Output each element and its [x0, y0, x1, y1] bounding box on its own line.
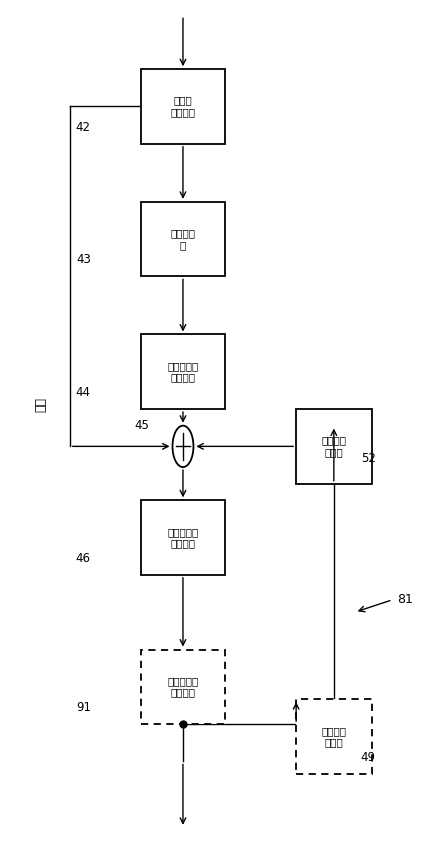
Text: 可変長
符号化部: 可変長 符号化部 — [171, 95, 195, 117]
FancyBboxPatch shape — [141, 69, 225, 144]
Text: フレーム
メモリ: フレーム メモリ — [321, 726, 346, 748]
FancyBboxPatch shape — [141, 649, 225, 724]
Text: 44: 44 — [76, 386, 91, 399]
Text: 42: 42 — [76, 121, 91, 134]
Text: 91: 91 — [76, 701, 91, 714]
Text: 逆量子化
部: 逆量子化 部 — [171, 228, 195, 250]
Text: 52: 52 — [361, 453, 376, 465]
Text: 適応ループ
フィルタ: 適応ループ フィルタ — [167, 676, 199, 698]
Text: 46: 46 — [76, 552, 91, 565]
FancyBboxPatch shape — [296, 409, 372, 484]
Text: 45: 45 — [135, 419, 149, 432]
Text: 逆直交変換
符号化部: 逆直交変換 符号化部 — [167, 361, 199, 383]
Text: 49: 49 — [361, 751, 376, 764]
Text: 動き補償
予測部: 動き補償 予測部 — [321, 436, 346, 457]
Text: 81: 81 — [397, 593, 413, 606]
Text: 43: 43 — [76, 254, 91, 266]
FancyBboxPatch shape — [141, 335, 225, 409]
Text: 図４: 図４ — [34, 397, 47, 412]
FancyBboxPatch shape — [296, 699, 372, 774]
FancyBboxPatch shape — [141, 500, 225, 575]
FancyBboxPatch shape — [141, 201, 225, 277]
Text: デブロック
フィルタ: デブロック フィルタ — [167, 527, 199, 549]
